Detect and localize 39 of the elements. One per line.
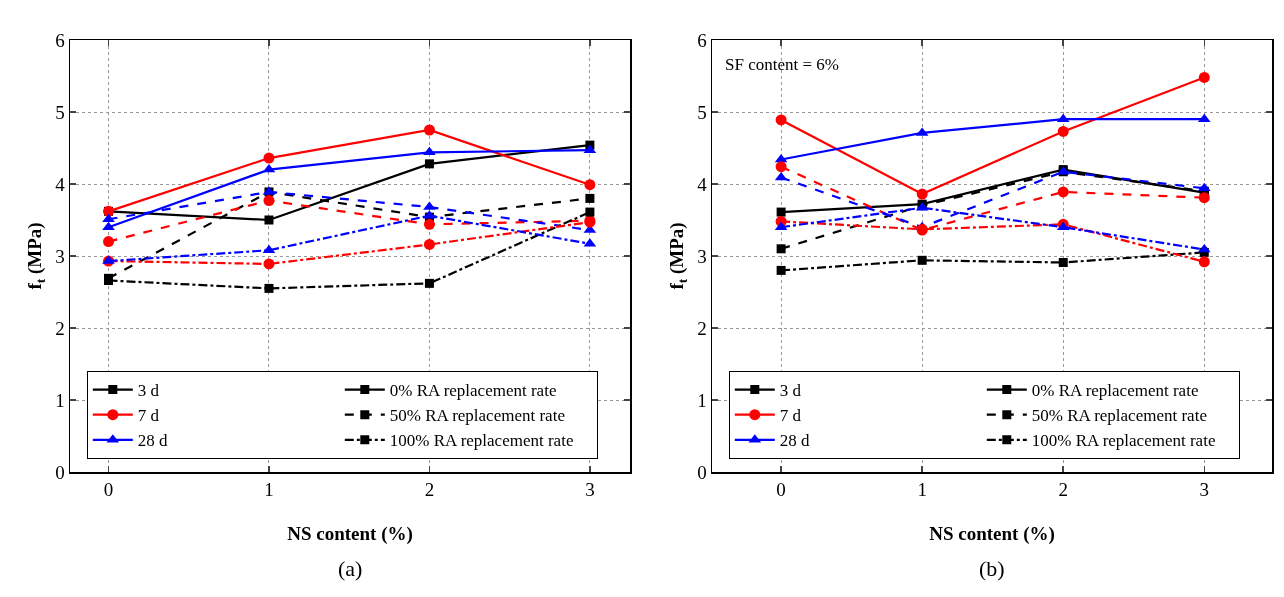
y-tick-label: 1	[55, 389, 65, 411]
x-tick-label: 1	[917, 479, 927, 501]
y-tick-label: 3	[697, 245, 707, 267]
legend-label: 28 d	[137, 431, 169, 451]
text: (b)	[979, 556, 1005, 581]
y-tick-label: 0	[55, 461, 65, 483]
x-tick-label: 2	[1058, 479, 1068, 501]
legend-label: 3 d	[137, 381, 160, 401]
y-tick-label: 6	[697, 29, 707, 51]
y-tick-label: 2	[55, 317, 65, 339]
legend-label: 7 d	[779, 406, 802, 426]
x-tick-label: 3	[585, 479, 595, 501]
y-tick-label: 5	[697, 101, 707, 123]
annotation: SF content = 6%	[725, 55, 839, 74]
legend-label: 50% RA replacement rate	[1031, 406, 1207, 426]
legend-label: 3 d	[779, 381, 802, 401]
y-tick-label: 5	[55, 101, 65, 123]
legend-label: 100% RA replacement rate	[389, 431, 574, 451]
legend-label: 7 d	[137, 406, 160, 426]
x-axis-title: NS content (%)	[287, 522, 413, 545]
y-tick-label: 2	[697, 317, 707, 339]
y-tick-label: 3	[55, 245, 65, 267]
legend-label: 28 d	[779, 431, 811, 451]
x-tick-label: 0	[776, 479, 786, 501]
x-tick-label: 1	[264, 479, 274, 501]
y-tick-label: 6	[55, 29, 65, 51]
legend-label: 50% RA replacement rate	[389, 406, 565, 426]
legend-label: 0% RA replacement rate	[1031, 381, 1199, 401]
y-tick-label: 4	[697, 173, 708, 195]
legend-label: 100% RA replacement rate	[1031, 431, 1216, 451]
text: (a)	[338, 556, 363, 581]
x-tick-label: 3	[1199, 479, 1210, 501]
legend-label: 0% RA replacement rate	[389, 381, 557, 401]
x-axis-title: NS content (%)	[929, 522, 1055, 545]
x-tick-label: 2	[424, 479, 435, 501]
y-tick-label: 0	[697, 461, 707, 483]
y-tick-label: 1	[697, 389, 707, 411]
y-tick-label: 4	[55, 173, 66, 195]
x-tick-label: 0	[103, 479, 114, 501]
